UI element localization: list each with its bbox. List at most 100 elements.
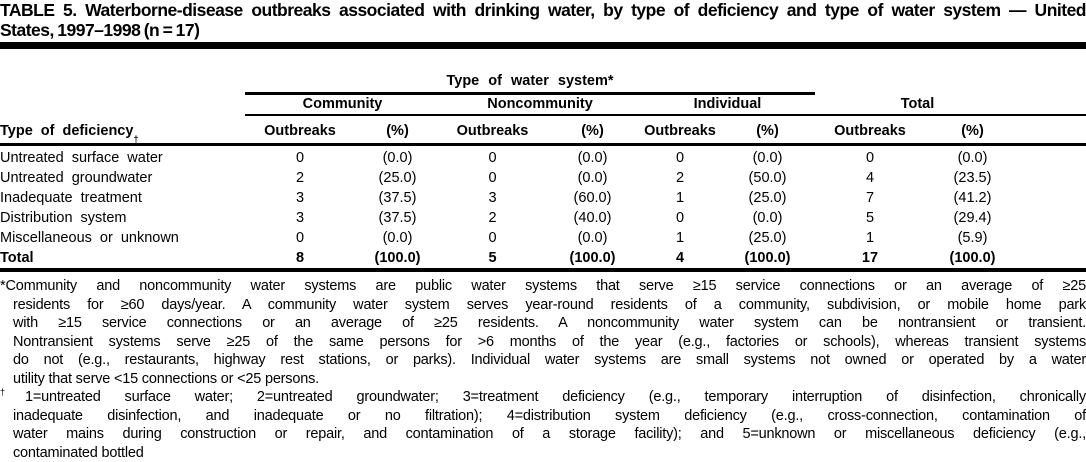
group-header-noncommunity: Noncommunity <box>440 95 640 116</box>
footnote-line: inadequate disinfection, and inadequate … <box>13 407 1086 426</box>
col-header-pct: (%) <box>925 116 1020 143</box>
cell: (23.5) <box>925 168 1020 188</box>
cell: 1 <box>640 188 720 208</box>
empty-cell <box>1020 248 1086 268</box>
table-row: Distribution system 3 (37.5) 2 (40.0) 0 … <box>0 208 1086 228</box>
footnote-line: water mains during construction or repai… <box>13 425 1086 444</box>
cell: 0 <box>640 148 720 168</box>
cell: (41.2) <box>925 188 1020 208</box>
cell: 3 <box>245 208 355 228</box>
row-label: Inadequate treatment <box>0 188 245 208</box>
empty-cell <box>1020 168 1086 188</box>
empty-cell <box>0 49 245 95</box>
title-rule <box>0 42 1086 49</box>
footnote-line: do not (e.g., restaurants, highway rest … <box>13 351 1086 370</box>
cell: 0 <box>440 228 545 248</box>
row-label: Untreated groundwater <box>0 168 245 188</box>
table-row: Untreated groundwater 2 (25.0) 0 (0.0) 2… <box>0 168 1086 188</box>
col-header-outbreaks: Outbreaks <box>815 116 925 143</box>
cell: (0.0) <box>355 148 440 168</box>
dagger-marker: † <box>0 387 25 397</box>
title-line-1: TABLE 5. Waterborne-disease outbreaks as… <box>0 1 1086 21</box>
cell: (60.0) <box>545 188 640 208</box>
cell: 2 <box>440 208 545 228</box>
cell: (5.9) <box>925 228 1020 248</box>
water-system-group-header: Type of water system* <box>245 49 815 95</box>
cell: (0.0) <box>545 228 640 248</box>
header-span-row: Type of water system* <box>0 49 1086 95</box>
empty-cell <box>815 49 1086 95</box>
col-header-pct: (%) <box>355 116 440 143</box>
cell: 3 <box>245 188 355 208</box>
cell: (100.0) <box>925 248 1020 268</box>
empty-cell <box>1020 116 1086 143</box>
table-title: TABLE 5. Waterborne-disease outbreaks as… <box>0 0 1086 42</box>
footnote-line: utility that serve <15 connections or <2… <box>13 370 1086 389</box>
cell: 2 <box>640 168 720 188</box>
cell: (40.0) <box>545 208 640 228</box>
cell: (0.0) <box>720 148 815 168</box>
cell: 4 <box>640 248 720 268</box>
col-header-outbreaks: Outbreaks <box>640 116 720 143</box>
cell: 0 <box>440 148 545 168</box>
col-header-outbreaks: Outbreaks <box>440 116 545 143</box>
empty-cell <box>0 95 245 116</box>
cell: (37.5) <box>355 188 440 208</box>
group-header-community: Community <box>245 95 440 116</box>
empty-cell <box>1020 228 1086 248</box>
footnote-text: Community and noncommunity water systems… <box>5 278 1086 294</box>
row-label: Miscellaneous or unknown <box>0 228 245 248</box>
cell: 8 <box>245 248 355 268</box>
footnote-line: residents for ≥60 days/year. A community… <box>13 296 1086 315</box>
deficiency-label: Type of deficiency <box>0 123 133 139</box>
footnote-line: †1=untreated surface water; 2=untreated … <box>0 388 1086 407</box>
table-row: Inadequate treatment 3 (37.5) 3 (60.0) 1… <box>0 188 1086 208</box>
row-label: Untreated surface water <box>0 148 245 168</box>
cell: (50.0) <box>720 168 815 188</box>
cell: (100.0) <box>355 248 440 268</box>
cell: (100.0) <box>720 248 815 268</box>
cell: 3 <box>440 188 545 208</box>
empty-cell <box>1020 188 1086 208</box>
cell: 1 <box>815 228 925 248</box>
cell: 0 <box>245 228 355 248</box>
column-headers-row: Type of deficiency† Outbreaks (%) Outbre… <box>0 116 1086 146</box>
empty-cell <box>1020 95 1086 116</box>
cell: 0 <box>815 148 925 168</box>
cell: (0.0) <box>355 228 440 248</box>
cell: (0.0) <box>545 148 640 168</box>
cell: 0 <box>440 168 545 188</box>
cell: (37.5) <box>355 208 440 228</box>
table-row: Miscellaneous or unknown 0 (0.0) 0 (0.0)… <box>0 228 1086 248</box>
cell: 0 <box>245 148 355 168</box>
group-header-total: Total <box>815 95 1020 116</box>
empty-cell <box>1020 148 1086 168</box>
footnotes: *Community and noncommunity water system… <box>0 272 1086 462</box>
cell: (25.0) <box>720 228 815 248</box>
cell: (29.4) <box>925 208 1020 228</box>
table-body: Untreated surface water 0 (0.0) 0 (0.0) … <box>0 146 1086 268</box>
table-row: Untreated surface water 0 (0.0) 0 (0.0) … <box>0 148 1086 168</box>
cell: (25.0) <box>355 168 440 188</box>
empty-cell <box>1020 208 1086 228</box>
cell: 17 <box>815 248 925 268</box>
header-groups-row: Community Noncommunity Individual Total <box>0 95 1086 116</box>
footnote-line: Nontransient systems serve ≥25 of the sa… <box>13 333 1086 352</box>
cell: (0.0) <box>720 208 815 228</box>
col-header-pct: (%) <box>720 116 815 143</box>
group-header-individual: Individual <box>640 95 815 116</box>
cell: 1 <box>640 228 720 248</box>
deficiency-column-header: Type of deficiency† <box>0 116 245 143</box>
row-label: Distribution system <box>0 208 245 228</box>
title-line-2: States, 1997–1998 (n = 17) <box>0 21 1086 41</box>
footnote-line: *Community and noncommunity water system… <box>0 277 1086 296</box>
footnote-deficiency-codes: †1=untreated surface water; 2=untreated … <box>0 388 1086 462</box>
footnote-line: contaminated bottled <box>13 444 1086 462</box>
footnote-water-systems: *Community and noncommunity water system… <box>0 277 1086 388</box>
cell: (100.0) <box>545 248 640 268</box>
cell: (0.0) <box>925 148 1020 168</box>
col-header-outbreaks: Outbreaks <box>245 116 355 143</box>
table-row-total: Total 8 (100.0) 5 (100.0) 4 (100.0) 17 (… <box>0 248 1086 268</box>
footnote-line: with ≥15 service connections or an avera… <box>13 314 1086 333</box>
